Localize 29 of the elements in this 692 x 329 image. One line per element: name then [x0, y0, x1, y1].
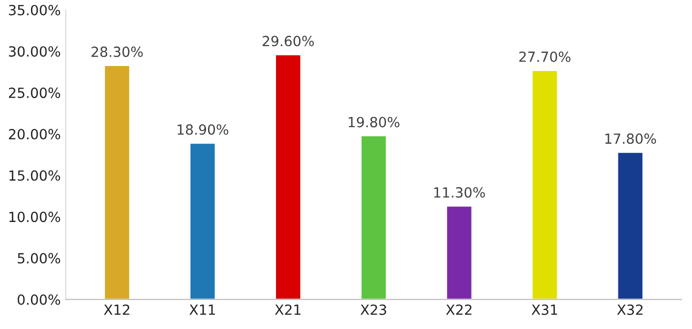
data-label: 28.30%	[92, 46, 143, 58]
bar	[446, 205, 473, 300]
x-tick-label: X31	[532, 304, 558, 315]
y-tick-label: 20.00%	[8, 128, 60, 140]
bar	[189, 142, 216, 300]
x-tick-label: X12	[104, 304, 130, 315]
bar	[360, 134, 388, 300]
y-tick-label: 5.00%	[18, 253, 60, 264]
x-tick-label: X22	[446, 304, 472, 315]
bar	[531, 70, 558, 300]
y-tick-label: 35.00%	[8, 4, 60, 16]
x-tick-label: X11	[189, 304, 215, 315]
bar	[616, 151, 644, 300]
y-tick-label: 30.00%	[8, 46, 60, 57]
bar	[104, 64, 131, 300]
data-label: 17.80%	[605, 133, 656, 144]
x-tick-label: X32	[617, 304, 642, 315]
data-label: 11.30%	[434, 187, 485, 198]
x-tick-label: X21	[274, 304, 300, 315]
data-label: 19.80%	[348, 116, 400, 128]
y-tick-label: 10.00%	[9, 212, 60, 222]
bar	[274, 54, 302, 300]
y-tick-label: 0.00%	[18, 294, 60, 305]
data-label: 29.60%	[262, 36, 314, 46]
y-tick-label: 15.00%	[9, 170, 60, 181]
data-label: 27.70%	[519, 52, 570, 62]
x-tick-label: X23	[360, 304, 386, 315]
data-label: 18.90%	[178, 124, 228, 135]
y-tick-label: 25.00%	[8, 88, 60, 98]
